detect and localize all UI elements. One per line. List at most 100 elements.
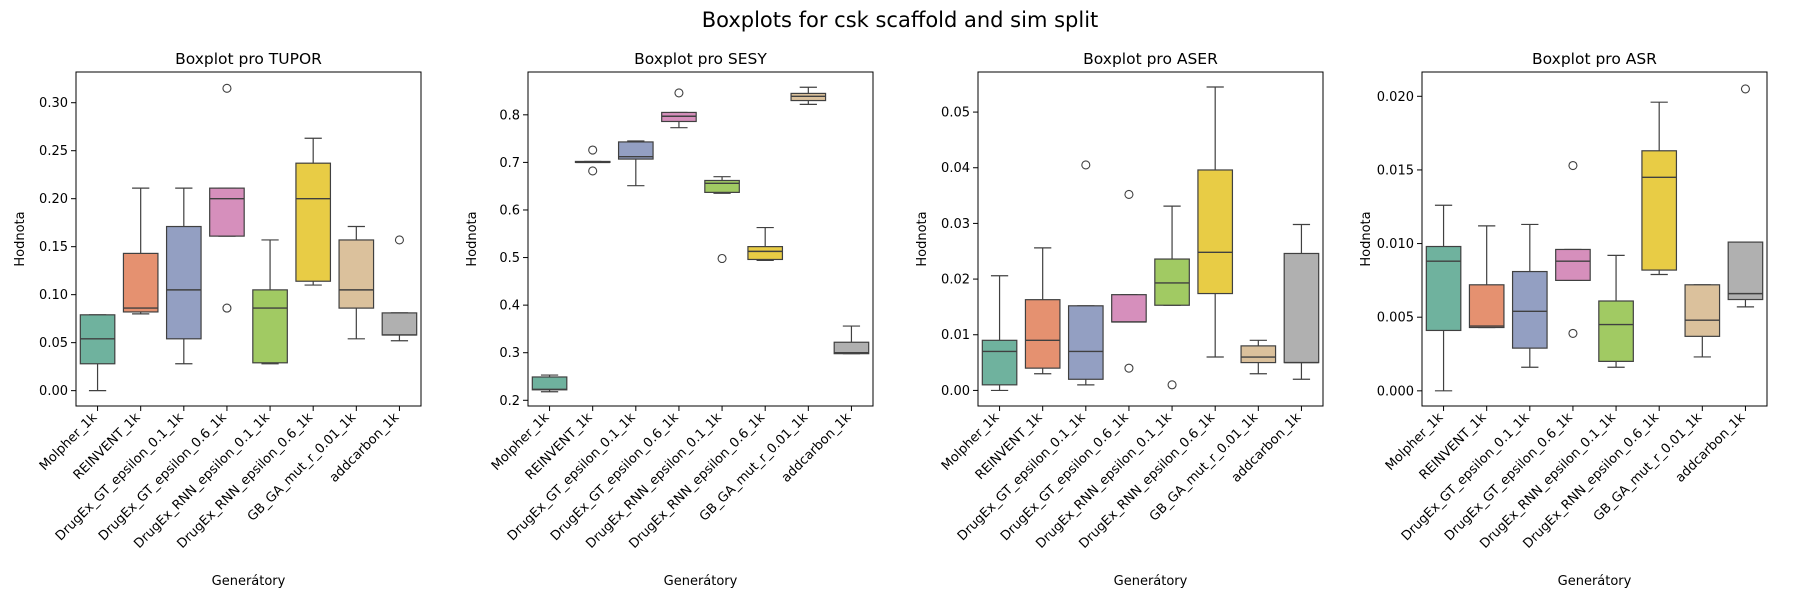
figure-title: Boxplots for csk scaffold and sim split [701, 8, 1099, 32]
iqr-box [209, 187, 245, 237]
iqr-box [1154, 258, 1190, 306]
box-1 [79, 314, 116, 392]
y-tick-label: 0.2 [499, 394, 520, 409]
outlier-point [588, 166, 598, 176]
iqr-box [704, 179, 740, 193]
y-tick-label: 0.03 [941, 217, 970, 232]
y-tick-label: 0.02 [941, 273, 970, 288]
iqr-box [1425, 245, 1462, 332]
box-3 [165, 187, 202, 365]
outlier-point [1167, 380, 1177, 390]
outlier-point [1124, 189, 1134, 200]
y-tick-label: 0.05 [941, 106, 970, 121]
y-tick-label: 0.020 [1377, 90, 1414, 105]
box-4 [1555, 160, 1591, 338]
box-1 [1425, 204, 1462, 392]
subplot-title: Boxplot pro ASR [1532, 50, 1657, 68]
iqr-box [1598, 300, 1634, 362]
iqr-box [122, 252, 159, 313]
y-tick-label: 0.01 [941, 328, 970, 343]
box-8 [1727, 84, 1764, 308]
iqr-box [833, 341, 870, 355]
iqr-box [790, 92, 827, 102]
y-tick-label: 0.005 [1377, 311, 1414, 326]
iqr-box [981, 339, 1018, 386]
x-axis-label: Generátory [664, 574, 738, 589]
iqr-box [1641, 150, 1678, 271]
iqr-box [295, 162, 332, 282]
iqr-box [1727, 241, 1764, 301]
box-7 [1684, 284, 1721, 358]
iqr-box [1684, 284, 1721, 337]
y-axis-label: Hodnota [13, 211, 28, 266]
subplot-2: 0.20.30.40.50.60.70.8Molpher_1kREINVENT_… [465, 50, 874, 589]
box-7 [790, 86, 827, 105]
y-axis-label: Hodnota [915, 211, 930, 266]
box-7 [338, 225, 375, 340]
y-tick-label: 0.7 [499, 156, 520, 171]
subplot-1: 0.000.050.100.150.200.250.30Molpher_1kRE… [13, 50, 422, 589]
iqr-box [661, 111, 697, 123]
y-tick-label: 0.20 [39, 192, 68, 207]
iqr-box [381, 312, 418, 336]
y-tick-label: 0.000 [1377, 384, 1414, 399]
outlier-point [1568, 160, 1578, 171]
iqr-box [1240, 345, 1277, 364]
y-tick-label: 0.30 [39, 96, 68, 111]
subplot-title: Boxplot pro TUPOR [175, 50, 322, 68]
y-tick-label: 0.00 [39, 384, 68, 399]
box-6 [1641, 101, 1678, 276]
outlier-point [394, 235, 404, 245]
box-8 [1283, 223, 1320, 380]
subplot-title: Boxplot pro SESY [634, 50, 767, 68]
iqr-box [165, 225, 202, 340]
subplot-title: Boxplot pro ASER [1083, 50, 1218, 68]
subplot-4: 0.0000.0050.0100.0150.020Molpher_1kREINV… [1359, 50, 1768, 589]
outlier-point [222, 83, 232, 93]
box-6 [747, 226, 784, 262]
y-axis-label: Hodnota [1359, 211, 1374, 266]
box-6 [295, 137, 332, 286]
outlier-point [222, 303, 232, 313]
iqr-box [1024, 299, 1061, 369]
outlier-point [1081, 160, 1091, 170]
iqr-box [338, 239, 375, 309]
box-2 [1468, 225, 1505, 329]
axes-frame [1421, 71, 1768, 407]
axes-frame [527, 71, 874, 407]
box-2 [1024, 247, 1061, 375]
iqr-box [252, 289, 288, 364]
iqr-box [747, 246, 784, 261]
y-tick-label: 0.010 [1377, 237, 1414, 252]
box-7 [1240, 339, 1277, 375]
x-axis-label: Generátory [1114, 574, 1188, 589]
box-5 [704, 176, 740, 264]
outlier-point [1124, 363, 1134, 373]
iqr-box [1067, 305, 1104, 380]
axes-frame [75, 71, 422, 407]
iqr-box [1283, 252, 1320, 364]
y-axis-label: Hodnota [465, 211, 480, 266]
box-5 [1154, 205, 1190, 390]
x-axis-label: Generátory [212, 574, 286, 589]
iqr-box [1468, 284, 1505, 329]
y-tick-label: 0.015 [1377, 163, 1414, 178]
y-tick-label: 0.25 [39, 144, 68, 159]
box-4 [209, 83, 245, 313]
box-3 [617, 140, 654, 187]
y-tick-label: 0.10 [39, 288, 68, 303]
box-2 [574, 145, 611, 176]
outlier-point [674, 88, 684, 98]
iqr-box [1555, 248, 1591, 281]
y-tick-label: 0.05 [39, 336, 68, 351]
iqr-box [1111, 294, 1147, 323]
x-axis-label: Generátory [1558, 574, 1632, 589]
iqr-box [1197, 169, 1234, 295]
box-6 [1197, 86, 1234, 358]
axes-frame [977, 71, 1324, 407]
subplot-3: 0.000.010.020.030.040.05Molpher_1kREINVE… [915, 50, 1324, 589]
outlier-point [588, 145, 598, 155]
box-3 [1067, 160, 1104, 386]
outlier-point [717, 253, 727, 264]
